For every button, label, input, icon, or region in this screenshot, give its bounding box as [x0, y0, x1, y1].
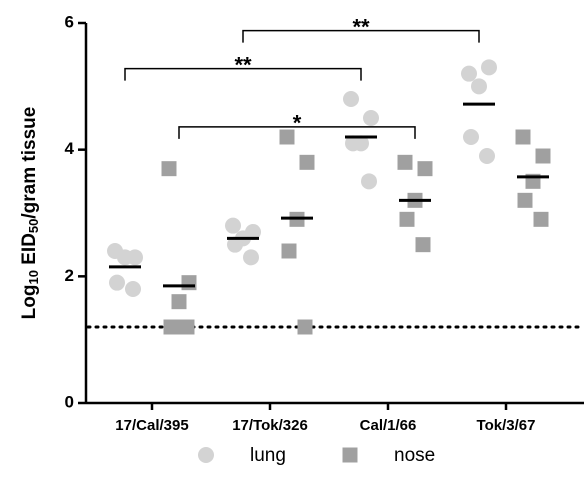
- significance-label: **: [234, 52, 252, 77]
- nose-point: [171, 319, 187, 335]
- legend-label: nose: [394, 445, 435, 466]
- nose-point: [299, 154, 315, 170]
- significance-label: *: [293, 111, 302, 136]
- nose-point: [535, 148, 551, 164]
- significance-label: **: [352, 14, 370, 39]
- legend-label: lung: [250, 445, 286, 466]
- x-tick-label: Cal/1/66: [360, 417, 417, 434]
- y-label-part: EID: [19, 233, 40, 270]
- y-label-part: Log: [19, 285, 40, 320]
- nose-point: [181, 275, 197, 291]
- nose-point: [297, 319, 313, 335]
- nose-point: [533, 211, 549, 227]
- y-label-subscript: 50: [26, 219, 41, 233]
- y-label-part: /gram tissue: [19, 107, 40, 219]
- legend-marker: [198, 447, 214, 463]
- legend-marker: [342, 447, 358, 463]
- significance-bracket: [178, 126, 416, 139]
- nose-point: [399, 211, 415, 227]
- nose-point: [279, 129, 295, 145]
- lung-point: [125, 281, 141, 297]
- x-tick-label: 17/Tok/326: [232, 417, 308, 434]
- lung-point: [225, 217, 241, 234]
- nose-point: [517, 192, 533, 208]
- lung-point: [361, 173, 377, 190]
- lung-point: [461, 65, 477, 82]
- lung-point: [481, 59, 497, 76]
- nose-point: [281, 243, 297, 259]
- lung-point: [109, 274, 125, 291]
- lung-point: [243, 249, 259, 266]
- lung-point: [479, 148, 495, 164]
- significance-bracket: [242, 29, 480, 43]
- lung-point: [463, 129, 479, 145]
- y-label-subscript: 10: [26, 270, 41, 284]
- lung-point: [227, 236, 243, 253]
- nose-point: [171, 294, 187, 310]
- nose-point: [417, 161, 433, 177]
- lung-point: [343, 91, 359, 107]
- lung-point: [471, 78, 487, 95]
- lung-point: [363, 110, 379, 126]
- x-tick-label: 17/Cal/395: [115, 417, 188, 434]
- y-axis-label: Log10 EID50/gram tissue: [19, 107, 41, 320]
- lung-point: [117, 249, 133, 266]
- nose-point: [415, 237, 431, 253]
- nose-point: [397, 154, 413, 170]
- y-tick-label: 6: [65, 12, 74, 31]
- x-tick-label: Tok/3/67: [477, 417, 536, 434]
- significance-bracket: [124, 67, 362, 81]
- lung-point: [345, 135, 361, 152]
- y-tick-label: 2: [65, 266, 74, 285]
- y-tick-label: 4: [65, 139, 75, 158]
- y-tick-label: 0: [65, 392, 74, 411]
- nose-point: [515, 129, 531, 145]
- nose-point: [161, 161, 177, 177]
